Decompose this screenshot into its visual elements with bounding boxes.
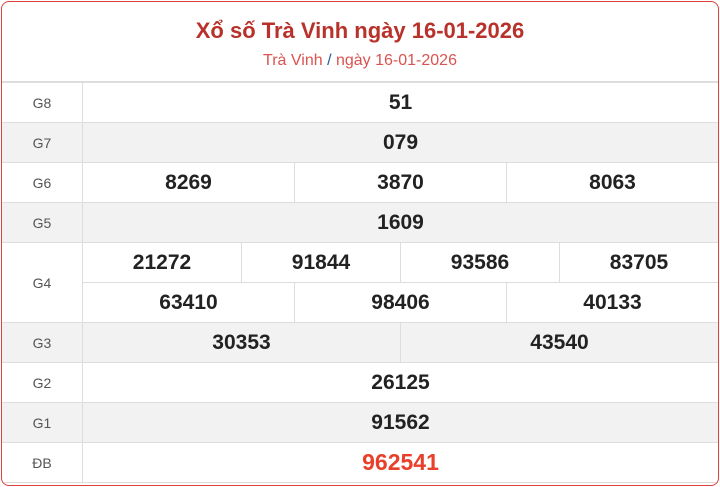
prize-row-g4: G4 21272 91844 93586 83705 [2, 242, 718, 323]
prize-number: 83705 [559, 243, 718, 282]
prize-label: G7 [2, 122, 83, 163]
prize-row-g2: G2 26125 [2, 362, 718, 403]
header: Xổ số Trà Vinh ngày 16-01-2026 Trà Vinh … [2, 2, 718, 82]
special-prize-number: 962541 [82, 442, 718, 483]
prize-label: G4 [2, 242, 83, 323]
breadcrumb-province-link[interactable]: Trà Vinh [263, 52, 323, 69]
prize-number: 51 [82, 82, 718, 123]
prize-number: 21272 [132, 250, 192, 274]
prize-label: G8 [2, 82, 83, 123]
prize-row-special: ĐB 962541 [2, 442, 718, 483]
prize-label: G1 [2, 402, 83, 443]
breadcrumb-separator: / [327, 52, 332, 69]
prize-number: 63410 [159, 290, 218, 314]
prize-number: 26125 [82, 362, 718, 403]
breadcrumb: Trà Vinh / ngày 16-01-2026 [2, 51, 718, 71]
prize-number: 8063 [506, 163, 718, 202]
prize-number: 8269 [165, 170, 212, 194]
prize-number: 30353 [212, 330, 271, 354]
breadcrumb-date-link[interactable]: ngày 16-01-2026 [335, 52, 457, 69]
prize-row-g7: G7 079 [2, 122, 718, 163]
prize-label: G3 [2, 322, 83, 363]
page-title: Xổ số Trà Vinh ngày 16-01-2026 [195, 18, 525, 43]
prize-numbers: 21272 91844 93586 83705 [82, 242, 718, 283]
prize-number: 43540 [400, 323, 718, 362]
prize-numbers: 63410 98406 40133 [82, 282, 718, 323]
prize-row-g5: G5 1609 [2, 202, 718, 243]
prize-number: 1609 [82, 202, 718, 243]
prize-number: 40133 [506, 283, 718, 322]
prize-label: G6 [2, 162, 83, 203]
prize-numbers: 30353 43540 [82, 322, 718, 363]
prize-row-g8: G8 51 [2, 82, 718, 123]
prize-label: ĐB [2, 442, 83, 483]
prize-number: 91844 [241, 243, 400, 282]
prize-number: 98406 [294, 283, 506, 322]
prize-number: 93586 [400, 243, 559, 282]
prize-number: 3870 [294, 163, 506, 202]
prize-row-g3: G3 30353 43540 [2, 322, 718, 363]
results-table: G8 51 G7 079 G6 8269 3870 8063 G5 1609 G… [2, 82, 718, 483]
prize-number: 079 [82, 122, 718, 163]
prize-label: G5 [2, 202, 83, 243]
prize-number: 91562 [82, 402, 718, 443]
prize-numbers: 8269 3870 8063 [82, 162, 718, 203]
prize-row-g6: G6 8269 3870 8063 [2, 162, 718, 203]
prize-row-g4-2: 63410 98406 40133 [2, 282, 718, 323]
prize-label: G2 [2, 362, 83, 403]
prize-row-g1: G1 91562 [2, 402, 718, 443]
